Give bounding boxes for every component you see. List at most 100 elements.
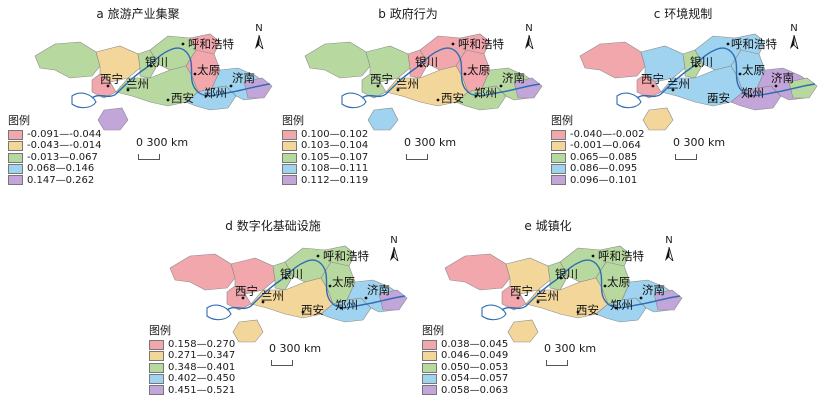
city-label-zhengzhou: 郑州	[204, 86, 227, 100]
legend-row: 0.105—0.107	[282, 152, 368, 163]
legend-swatch	[149, 339, 164, 350]
city-label-xining: 西宁	[235, 284, 258, 298]
legend-label: 0.451—0.521	[168, 384, 236, 396]
legend-swatch	[8, 152, 23, 163]
yellow-river	[636, 47, 816, 99]
legend-row: 0.050—0.053	[422, 362, 508, 373]
legend: 图例 0.100—0.102 0.103—0.104 0.105—0.107 0…	[282, 114, 368, 186]
legend-label: 0.271—0.347	[168, 350, 236, 362]
legend: 图例 0.038—0.045 0.046—0.049 0.050—0.053 0…	[422, 324, 508, 396]
yellow-river	[226, 259, 406, 311]
legend-label: 0.112—0.119	[301, 174, 369, 186]
legend-row: 0.103—0.104	[282, 140, 368, 151]
legend-label: 0.068—0.146	[27, 163, 95, 175]
legend: 图例 -0.091—-0.044 -0.043—-0.014 -0.013—0.…	[8, 114, 101, 186]
legend-row: 0.100—0.102	[282, 129, 368, 140]
legend-title: 图例	[149, 324, 171, 337]
city-label-taiyuan: 太原	[197, 63, 220, 77]
region-qinghai-east	[361, 73, 387, 99]
legend-label: 0.050—0.053	[441, 361, 509, 373]
region-sichuan	[642, 107, 674, 131]
legend-row: 0.096—0.101	[551, 175, 644, 186]
legend-swatch	[551, 175, 566, 186]
legend-title: 图例	[282, 114, 304, 127]
legend-row: 0.158—0.270	[149, 339, 235, 350]
legend-label: 0.402—0.450	[168, 373, 236, 385]
panel-c: c 环境规制 呼和浩特 银川 太原 西宁 兰州 济南 西安 郑州 N	[545, 6, 821, 196]
legend-row: -0.043—-0.014	[8, 140, 101, 151]
legend-label: 0.100—0.102	[301, 129, 369, 140]
scale-bar	[675, 154, 697, 160]
city-dots	[376, 42, 503, 102]
panel-title: a 旅游产业集聚	[96, 7, 180, 21]
north-arrow-icon: N	[387, 236, 401, 263]
legend-label: 0.105—0.107	[301, 151, 369, 163]
legend-swatch	[8, 129, 23, 140]
region-qinghai-west	[579, 41, 646, 79]
city-label-jinan: 济南	[642, 283, 665, 297]
city-label-xian: 西安	[441, 91, 464, 105]
legend-row: -0.013—0.067	[8, 152, 101, 163]
north-arrow-icon: N	[787, 24, 801, 51]
yellow-river	[91, 47, 271, 99]
legend-label: -0.043—-0.014	[27, 140, 102, 152]
legend-swatch	[149, 373, 164, 384]
panel-title: c 环境规制	[653, 7, 713, 21]
city-label-taiyuan: 太原	[467, 63, 490, 77]
north-arrow-icon: N	[522, 24, 536, 51]
choropleth-map	[34, 33, 273, 131]
legend-label: 0.147—0.262	[27, 174, 95, 186]
city-label-yinchuan: 银川	[145, 55, 168, 69]
legend-swatch	[551, 141, 566, 152]
legend-label: 0.065—0.085	[570, 151, 638, 163]
panel-a: a 旅游产业集聚 呼和浩特 银川 太原 西宁 兰州 济南 西安 郑州	[0, 6, 276, 196]
region-qinghai-east	[501, 285, 527, 311]
city-label-yinchuan: 银川	[690, 55, 713, 69]
panel-title: d 数字化基础设施	[225, 219, 321, 233]
region-qinghai-east	[91, 73, 117, 99]
legend-swatch	[282, 175, 297, 186]
city-label-huhehaote: 呼和浩特	[731, 37, 777, 51]
legend-label: 0.096—0.101	[570, 174, 638, 186]
city-label-jinan: 济南	[232, 71, 255, 85]
region-qinghai-west	[34, 41, 101, 79]
legend-label: 0.038—0.045	[441, 339, 509, 350]
north-arrow-icon: N	[252, 24, 266, 51]
legend-swatch	[422, 362, 437, 373]
city-label-huhehaote: 呼和浩特	[188, 37, 234, 51]
legend: 图例 0.158—0.270 0.271—0.347 0.348—0.401 0…	[149, 324, 235, 396]
city-label-lanzhou: 兰州	[536, 289, 559, 303]
region-sichuan	[232, 319, 264, 343]
city-label-xian: 西安	[301, 303, 324, 317]
legend-label: -0.091—-0.044	[27, 129, 102, 140]
city-label-zhengzhou: 郑州	[474, 86, 497, 100]
city-label-yinchuan: 银川	[280, 267, 303, 281]
scale-label: 0 300 km	[136, 136, 189, 149]
legend-row: 0.147—0.262	[8, 175, 101, 186]
panel-title: b 政府行为	[378, 7, 438, 21]
legend-label: -0.001—0.064	[570, 140, 641, 152]
city-label-taiyuan: 太原	[742, 63, 765, 77]
region-qinghai-east	[226, 285, 252, 311]
legend-swatch	[8, 141, 23, 152]
legend-swatch	[282, 129, 297, 140]
legend-swatch	[551, 152, 566, 163]
city-label-zhengzhou: 郑州	[741, 86, 764, 100]
legend-row: 0.038—0.045	[422, 339, 508, 350]
legend-row: 0.108—0.111	[282, 163, 368, 174]
yellow-river	[501, 259, 681, 311]
city-label-xining: 西宁	[641, 72, 664, 86]
river-loop	[616, 92, 642, 109]
region-sichuan	[367, 107, 399, 131]
city-label-yinchuan: 银川	[415, 55, 438, 69]
city-label-lanzhou: 兰州	[667, 77, 690, 91]
choropleth-map	[444, 245, 683, 343]
legend-label: 0.058—0.063	[441, 384, 509, 396]
city-label-jinan: 济南	[367, 283, 390, 297]
legend-row: -0.040—-0.002	[551, 129, 644, 140]
legend-swatch	[282, 152, 297, 163]
legend-label: -0.040—-0.002	[570, 129, 645, 140]
region-qinghai-west	[304, 41, 371, 79]
region-qinghai-west	[444, 253, 511, 291]
city-dots	[516, 254, 643, 314]
